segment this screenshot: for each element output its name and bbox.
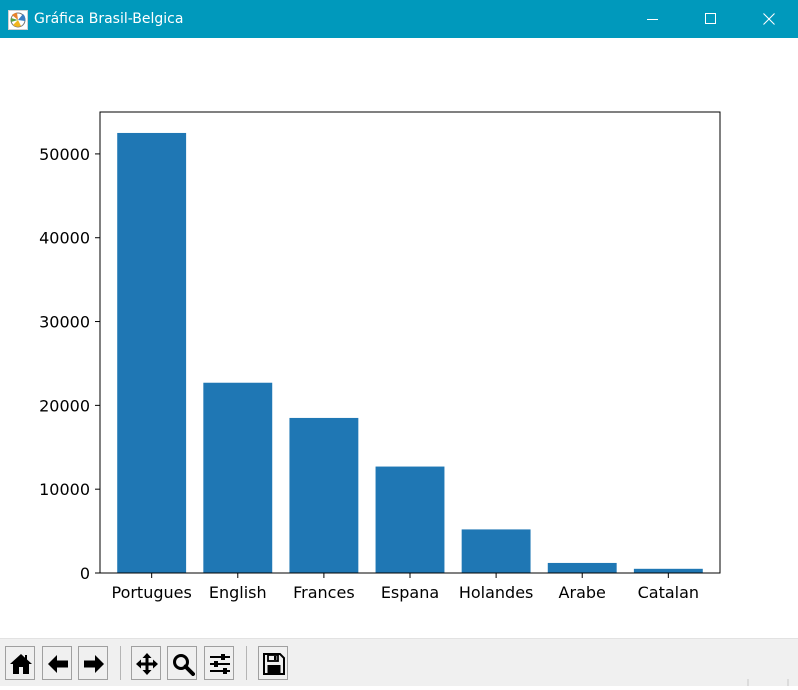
move-icon <box>136 653 158 675</box>
sliders-icon <box>210 654 230 674</box>
floppy-disk-icon <box>263 653 285 675</box>
window-title: Gráfica Brasil-Belgica <box>34 11 184 27</box>
close-button[interactable] <box>746 0 792 38</box>
forward-button[interactable] <box>78 646 108 680</box>
bar-holandes <box>461 529 531 573</box>
maximize-icon <box>705 13 716 24</box>
bar-catalan <box>633 568 703 573</box>
arrow-right-icon <box>84 655 104 673</box>
bar-espana <box>375 466 445 573</box>
pan-button[interactable] <box>131 646 161 680</box>
y-tick-label: 10000 <box>39 480 90 499</box>
y-tick-label: 50000 <box>39 145 90 164</box>
back-button[interactable] <box>42 646 72 680</box>
magnifier-icon <box>173 654 195 676</box>
home-button[interactable] <box>5 646 35 680</box>
toolbar-separator <box>246 646 247 680</box>
navigation-toolbar <box>0 638 798 686</box>
bar-chart: 0 10000 20000 30000 40000 50000 Portugues Engl… <box>39 111 721 602</box>
zoom-button[interactable] <box>167 646 197 680</box>
configure-subplots-button[interactable] <box>204 646 234 680</box>
home-icon <box>10 654 32 674</box>
close-icon <box>763 13 775 25</box>
arrow-left-icon <box>48 655 68 673</box>
x-tick-label: Espana <box>381 583 439 602</box>
bar-arabe <box>547 562 617 573</box>
x-tick-label: Holandes <box>459 583 534 602</box>
y-tick-label: 0 <box>80 564 90 583</box>
y-tick-label: 40000 <box>39 229 90 248</box>
save-button[interactable] <box>258 646 288 680</box>
bar-english <box>203 382 273 573</box>
maximize-button[interactable] <box>688 0 734 38</box>
resize-grip[interactable] <box>738 639 798 686</box>
bar-portugues <box>117 132 187 574</box>
y-tick-label: 30000 <box>39 313 90 332</box>
title-bar: Gráfica Brasil-Belgica <box>0 0 798 38</box>
minimize-icon <box>647 19 658 20</box>
x-tick-label: Arabe <box>559 583 606 602</box>
y-tick-label: 20000 <box>39 396 90 415</box>
toolbar-separator <box>120 646 121 680</box>
resize-grip-icon <box>747 679 789 686</box>
axes-frame <box>99 111 721 574</box>
x-tick-label: English <box>209 583 267 602</box>
minimize-button[interactable] <box>630 0 676 38</box>
matplotlib-icon <box>8 10 28 30</box>
bar-frances <box>289 417 359 573</box>
x-tick-label: Frances <box>293 583 355 602</box>
figure-canvas[interactable]: 0 10000 20000 30000 40000 50000 Portugues Engl… <box>0 38 798 638</box>
x-tick-label: Portugues <box>111 583 191 602</box>
x-tick-label: Catalan <box>638 583 699 602</box>
